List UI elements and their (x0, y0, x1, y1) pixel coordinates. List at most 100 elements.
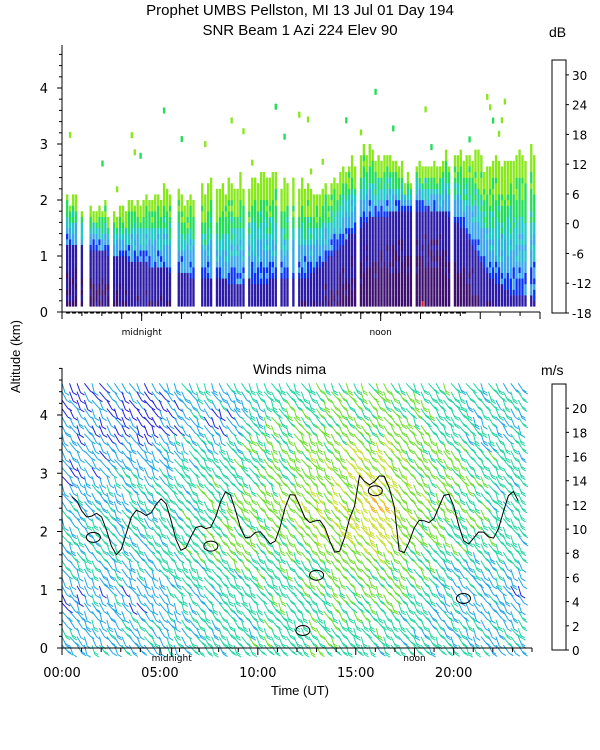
snr-colorbar-frame (551, 59, 567, 314)
wind-barb (495, 644, 507, 657)
wind-barb (383, 526, 391, 540)
wind-barb (196, 476, 205, 489)
figure-title-line1: Prophet UMBS Pellston, MI 13 Jul 01 Day … (146, 2, 454, 19)
wind-barb (151, 416, 161, 429)
wind-barb (458, 383, 467, 396)
wind-barb (233, 484, 246, 495)
wind-barb (480, 585, 490, 598)
wind-barb (203, 450, 213, 463)
wind-barb (233, 585, 245, 597)
wind-barb (383, 433, 393, 446)
wind-barb (173, 526, 182, 540)
wind-barb (83, 476, 92, 489)
wind-barb (345, 408, 354, 422)
wind-barb (151, 568, 159, 582)
wind-barb (375, 509, 385, 523)
wind-barb (517, 484, 527, 497)
wind-barb (98, 627, 109, 640)
wind-barb (106, 467, 118, 479)
wind-barb (158, 551, 168, 565)
wind-barb (383, 602, 395, 614)
wind-barb (390, 594, 403, 605)
wind-barb (173, 619, 181, 633)
wind-barb (69, 450, 78, 463)
wind-barb (121, 509, 133, 521)
wind-barb (458, 501, 467, 514)
wind-barb (91, 383, 99, 396)
wind-barb (480, 383, 488, 396)
wind-barb (188, 611, 198, 624)
wind-barb (300, 433, 309, 447)
wind-barb (263, 501, 274, 514)
wind-barb (323, 459, 333, 472)
wind-barb (76, 602, 84, 616)
wind-barb (61, 383, 70, 396)
wind-barb (278, 450, 287, 464)
wind-barb (61, 602, 73, 614)
wind-barb (270, 484, 279, 498)
wind-barb (278, 509, 287, 523)
snr-colorbar-tick-label: -18 (572, 307, 592, 321)
wind-barb (181, 594, 189, 608)
wind-barb (121, 416, 130, 430)
wind-barb (368, 518, 378, 531)
wind-barb (420, 644, 432, 656)
wind-barb (413, 383, 421, 396)
snr-heatmap (66, 88, 536, 307)
wind-barb (226, 594, 235, 607)
wind-barb (345, 416, 356, 429)
wind-barb (398, 568, 407, 582)
wind-barb (360, 518, 368, 532)
wind-barb (181, 450, 189, 464)
wind-barb (450, 416, 460, 429)
wind-barb (218, 619, 229, 632)
wind-barb (353, 475, 363, 488)
wind-barb (293, 585, 305, 597)
wind-barb (128, 611, 138, 624)
wind-barb (487, 552, 496, 565)
wind-barb (390, 476, 399, 489)
wind-barb (196, 619, 206, 632)
wind-barb (405, 442, 415, 455)
wind-barb (151, 433, 161, 446)
wind-barb (495, 594, 505, 607)
wind-barb (383, 509, 391, 523)
wind-barb (495, 475, 505, 489)
wind-barb (480, 501, 492, 513)
wind-barb (398, 577, 406, 591)
wind-barb (218, 526, 229, 539)
wind-barb (360, 501, 369, 515)
wind-barb (480, 416, 488, 430)
wind-barb (398, 450, 408, 463)
wind-barb (91, 492, 101, 506)
wind-barb (502, 408, 512, 421)
wind-barb (383, 594, 392, 607)
wind-barb (76, 391, 85, 404)
wind-barb (256, 416, 264, 430)
wind-barb (113, 560, 121, 574)
wind-barb (285, 425, 294, 439)
wind-barb (263, 628, 272, 641)
wind-barb (502, 535, 512, 548)
wind-barb (435, 391, 444, 405)
wind-barb (420, 399, 429, 413)
wind-barb (69, 416, 78, 430)
wind-barb (143, 585, 153, 599)
wind-barb (98, 543, 109, 556)
wind-barb (98, 585, 107, 599)
snr-colorbar-tick-label: 18 (572, 128, 587, 142)
wind-barb (113, 476, 122, 489)
wind-barb (443, 628, 452, 641)
wind-barb (353, 585, 362, 599)
wind-barb (69, 484, 78, 497)
wind-barb (61, 467, 73, 479)
wind-barb (353, 628, 361, 641)
wind-barb (435, 408, 444, 421)
wind-barb (61, 594, 71, 607)
wind-barb (270, 442, 279, 456)
wind-barb (98, 416, 107, 430)
wind-barb (188, 484, 198, 497)
wind-barb (196, 627, 206, 641)
wind-x-tick-label: 00:00 (43, 666, 80, 681)
wind-barb (293, 484, 302, 497)
